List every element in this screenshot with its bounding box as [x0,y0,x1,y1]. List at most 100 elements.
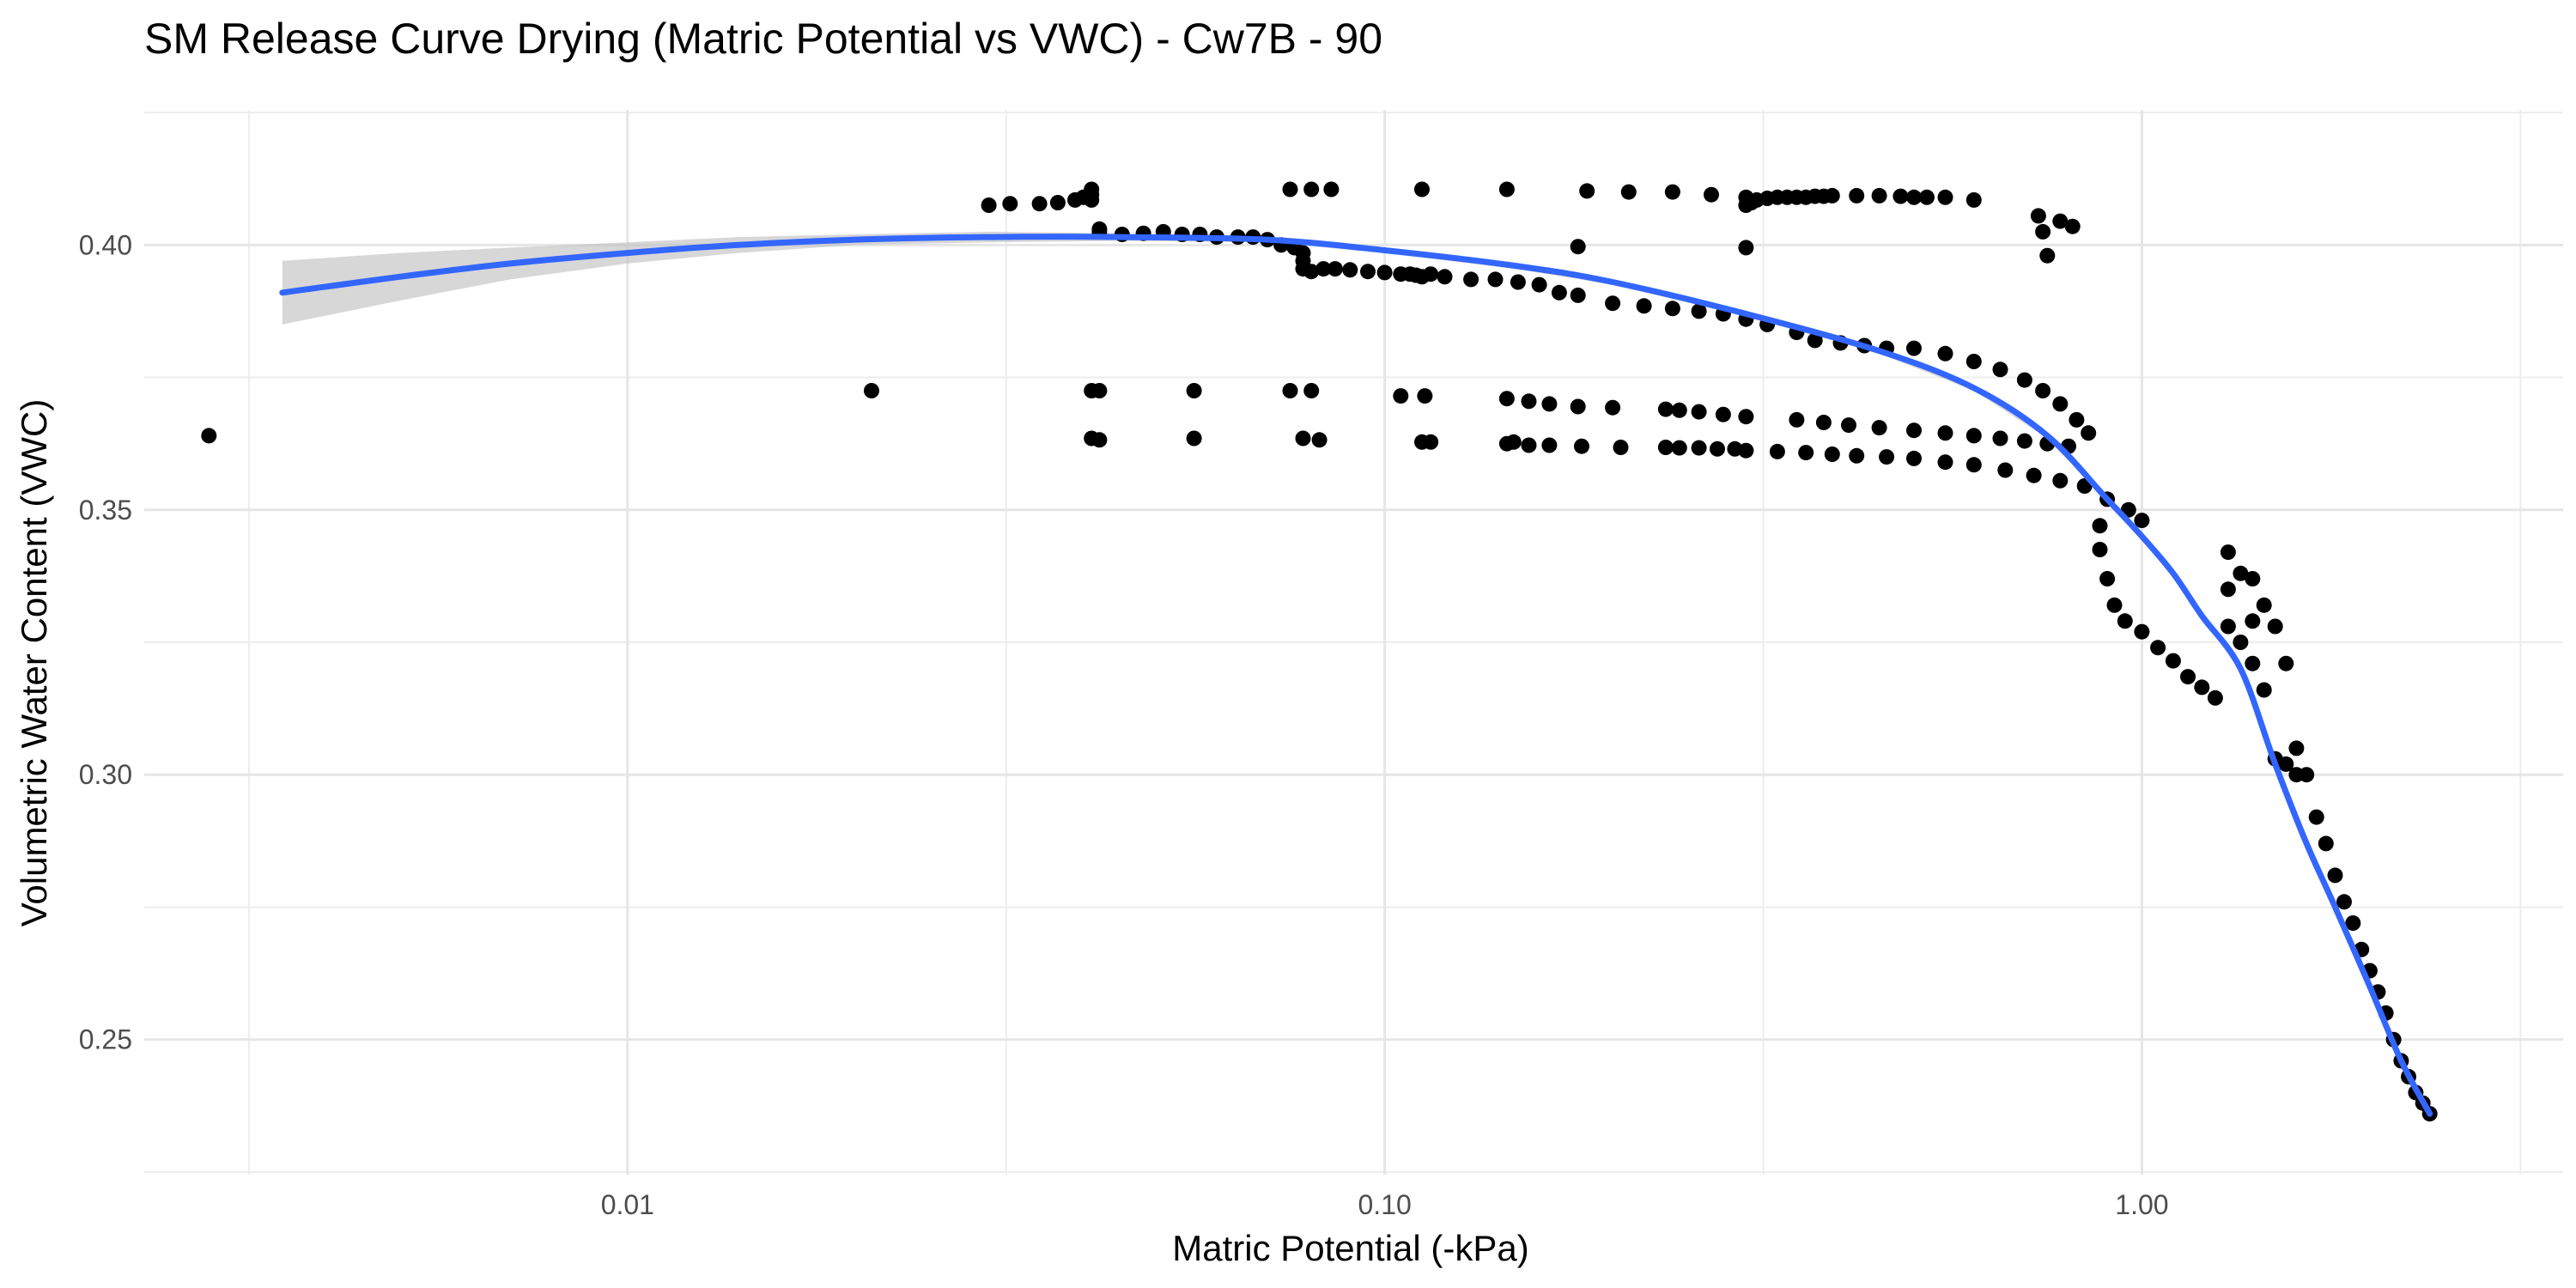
x-axis-tick-labels: 0.01 0.10 1.00 [601,1189,2169,1220]
x-axis-title: Matric Potential (-kPa) [1172,1228,1528,1268]
data-point [2165,653,2181,669]
data-point [1965,428,1982,444]
data-point [1342,262,1358,278]
data-point [1841,417,1856,434]
data-point [1570,287,1586,303]
data-point [1879,449,1895,465]
data-point [1824,447,1840,462]
data-point [1084,191,1100,208]
data-point [2117,613,2133,629]
data-point [2134,623,2150,640]
data-point [1997,462,2014,478]
data-point [2345,915,2361,931]
data-point [1937,189,1953,205]
data-point [1531,276,1547,293]
data-point [1992,361,2008,378]
data-point [1463,271,1479,288]
data-point [2035,223,2051,240]
data-point [1487,271,1504,288]
data-point [1710,440,1725,457]
data-point [1815,415,1832,430]
data-point [2039,247,2056,264]
data-point [2220,618,2236,635]
data-point [2134,513,2150,529]
data-point [1423,266,1439,283]
data-point [1620,184,1637,200]
data-point [1671,440,1687,456]
y-tick-label: 0.25 [79,1024,132,1055]
data-point [1510,274,1526,290]
data-point [1871,187,1887,204]
data-point [1091,383,1108,398]
data-point [1327,261,1343,277]
chart-title: SM Release Curve Drying (Matric Potentia… [144,15,1382,63]
data-point [1521,393,1537,410]
data-point [981,197,997,213]
data-point [1498,181,1515,197]
data-point [2180,669,2196,685]
data-point [2194,679,2210,696]
data-point [1002,196,1018,212]
data-point [2016,372,2032,388]
data-point [2030,208,2046,224]
y-tick-label: 0.35 [79,495,132,526]
data-point [1965,191,1982,208]
data-point [1084,181,1100,197]
data-point [1295,430,1311,447]
data-point [1613,440,1629,455]
data-point [2245,655,2261,671]
data-point [1186,383,1202,398]
data-point [2069,411,2085,428]
major-gridlines [144,110,2563,1175]
data-point [1315,261,1332,277]
data-point [1807,332,1823,349]
data-point [1323,181,1340,197]
data-point [1992,430,2008,447]
data-point [2081,425,2097,441]
data-point [1691,303,1707,319]
data-point [2308,809,2324,825]
confidence-band-layer [282,231,2430,1118]
data-point [1423,434,1439,450]
data-point [1738,240,1754,256]
data-point [1282,383,1298,398]
data-point [1937,454,1953,471]
data-point [1906,450,1922,466]
data-point [1551,284,1567,301]
data-point [2267,618,2283,635]
y-tick-label: 0.30 [79,759,132,790]
data-point [1657,440,1674,455]
data-point [2092,542,2108,557]
data-point [2233,635,2249,650]
data-point [2064,218,2081,234]
data-point [1311,432,1327,448]
data-point [2299,767,2315,783]
minor-gridlines [144,110,2563,1175]
data-point [1965,457,1982,473]
data-point [1541,437,1558,453]
data-point [1906,340,1922,356]
data-point [2278,655,2294,671]
data-point [1704,186,1719,203]
data-point [2220,581,2236,598]
data-point [2052,213,2069,229]
data-point [1282,181,1298,197]
data-point [1937,345,1953,361]
data-point [1906,189,1922,205]
data-point [1824,187,1840,204]
data-point [2052,472,2069,489]
data-point [2052,396,2069,412]
data-point [1906,422,1922,439]
data-point [1937,425,1953,441]
data-point [1849,187,1865,204]
data-point [2245,613,2261,629]
data-point [2256,597,2272,613]
data-point [1919,189,1935,205]
trend-line-layer [279,234,2433,1117]
trend-line [279,234,2433,1117]
data-point [1657,401,1674,417]
data-point [1414,181,1430,197]
data-point [2288,740,2305,756]
data-point [1303,383,1320,398]
